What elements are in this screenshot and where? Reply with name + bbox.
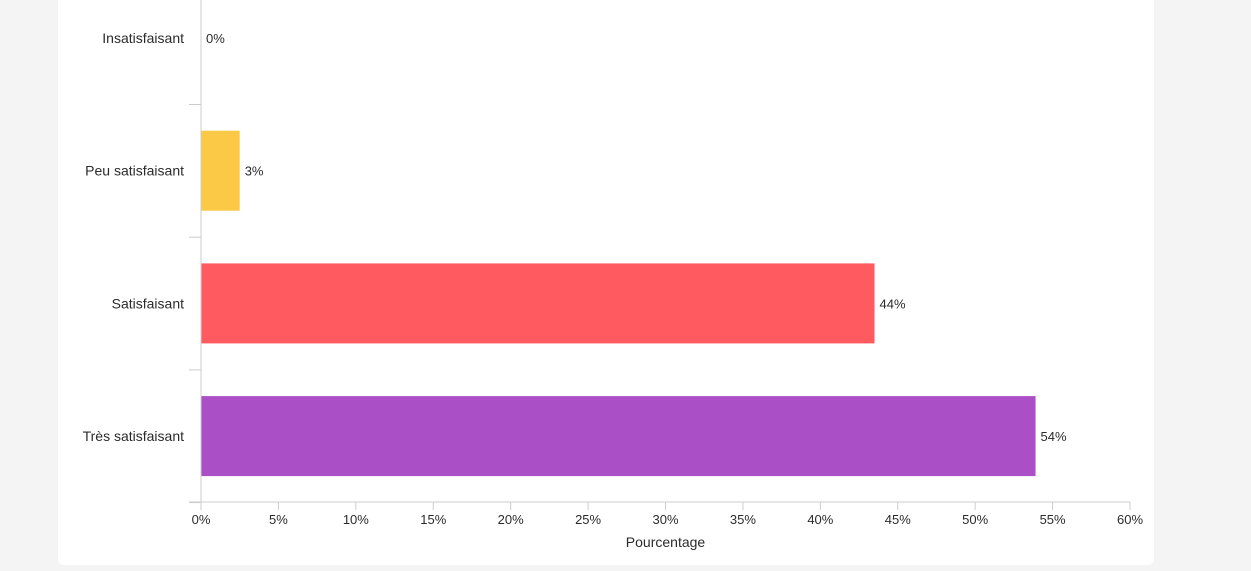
data-label: 3% (245, 164, 264, 179)
x-tick-label: 60% (1117, 512, 1143, 527)
bar-4 (201, 396, 1036, 477)
category-label: Insatisfaisant (102, 30, 184, 46)
x-tick-label: 55% (1040, 512, 1066, 527)
category-label: Peu satisfaisant (85, 163, 184, 179)
bar-2 (201, 130, 240, 211)
category-label: Satisfaisant (112, 295, 184, 311)
x-tick-label: 15% (420, 512, 446, 527)
x-tick-label: 35% (730, 512, 756, 527)
x-tick-label: 25% (575, 512, 601, 527)
x-tick-label: 45% (885, 512, 911, 527)
x-tick-label: 50% (962, 512, 988, 527)
data-label: 44% (880, 296, 906, 311)
data-label: 0% (206, 31, 225, 46)
x-tick-label: 0% (192, 512, 211, 527)
x-tick-label: 5% (269, 512, 288, 527)
axes-group: Insatisfaisant 0% Peu satisfaisant 3% Satisf… (83, 0, 1143, 527)
bars-group (201, 130, 1036, 477)
data-label: 54% (1041, 429, 1067, 444)
bar-3 (201, 263, 875, 344)
x-tick-label: 30% (652, 512, 678, 527)
x-axis-label: Pourcentage (626, 534, 706, 550)
x-tick-label: 20% (498, 512, 524, 527)
x-tick-label: 10% (343, 512, 369, 527)
x-tick-label: 40% (807, 512, 833, 527)
category-label: Très satisfaisant (83, 428, 185, 444)
